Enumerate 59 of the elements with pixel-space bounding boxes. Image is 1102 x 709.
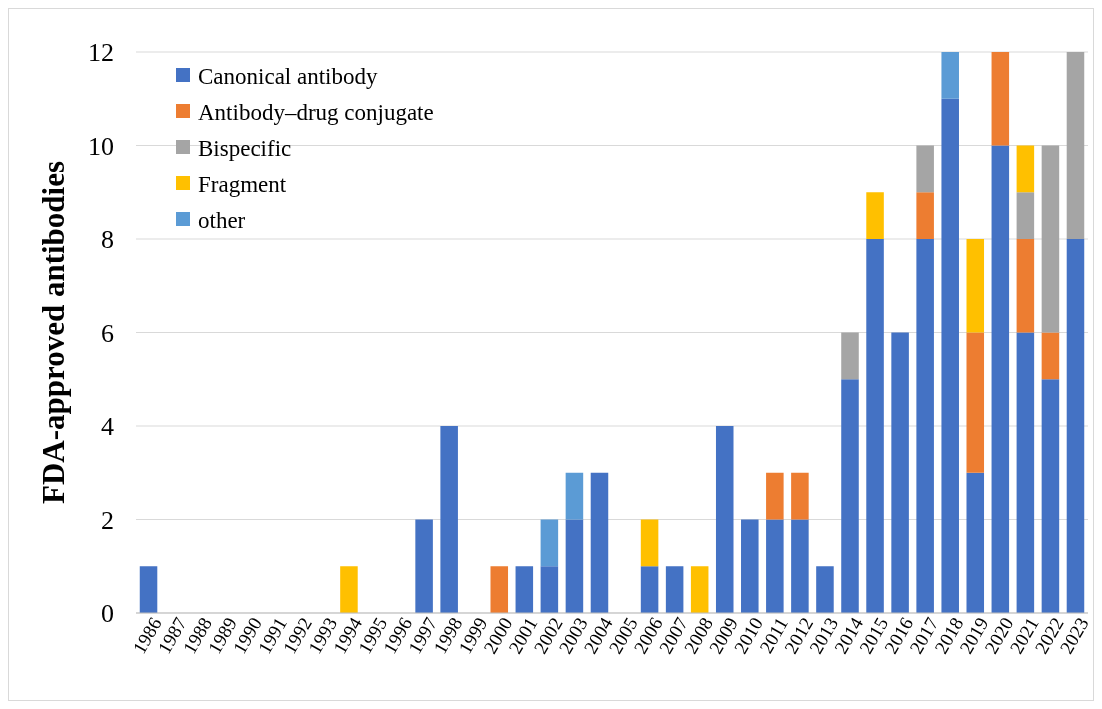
legend-label: Bispecific: [198, 136, 292, 162]
bar: [515, 566, 534, 613]
y-tick-label: 2: [101, 505, 114, 535]
bar: [415, 519, 433, 613]
y-tick-label: 10: [88, 131, 114, 161]
bar: [891, 332, 909, 613]
bar: [565, 472, 584, 520]
bar: [715, 426, 734, 613]
bar: [916, 239, 934, 613]
y-tick-label: 4: [101, 412, 114, 442]
legend-label: other: [198, 208, 246, 234]
bar: [565, 519, 584, 613]
bar: [1016, 145, 1035, 193]
bar: [941, 52, 959, 99]
bar: [540, 566, 559, 613]
bar: [490, 566, 509, 613]
bar: [791, 472, 809, 520]
bar: [665, 566, 684, 613]
bar: [791, 519, 809, 613]
bar: [1041, 145, 1060, 333]
bar: [841, 379, 859, 613]
bar: [1066, 239, 1085, 613]
bar: [1016, 332, 1035, 613]
y-tick-label: 12: [88, 38, 114, 68]
bar: [440, 426, 458, 613]
bar: [640, 519, 659, 567]
y-axis-title: FDA-approved antibodies: [36, 160, 71, 505]
bar: [816, 566, 834, 613]
bar: [590, 472, 609, 613]
bar: [540, 519, 559, 567]
y-tick-label: 6: [101, 318, 114, 348]
bar: [139, 566, 158, 613]
bar: [1041, 379, 1060, 613]
bar: [991, 145, 1010, 613]
y-tick-label: 8: [101, 225, 114, 255]
bar: [916, 192, 934, 239]
bar: [1066, 52, 1085, 239]
bar: [841, 332, 859, 380]
legend-label: Canonical antibody: [198, 64, 378, 90]
bar: [766, 519, 784, 613]
bar: [741, 519, 759, 613]
bar: [340, 566, 358, 613]
bar: [690, 566, 709, 613]
bar: [866, 239, 884, 613]
bar: [1016, 192, 1035, 239]
bar: [916, 145, 934, 193]
legend-label: Fragment: [198, 172, 287, 198]
bar: [991, 52, 1010, 146]
bar: [640, 566, 659, 613]
bar: [866, 192, 884, 239]
bar: [766, 472, 784, 520]
bar: [966, 239, 985, 333]
bar: [966, 472, 985, 613]
bar: [941, 98, 959, 613]
legend-label: Antibody–drug conjugate: [198, 100, 434, 126]
bar: [1016, 239, 1035, 333]
y-tick-label: 0: [101, 599, 114, 629]
bar: [1041, 332, 1060, 380]
bar: [966, 332, 985, 473]
